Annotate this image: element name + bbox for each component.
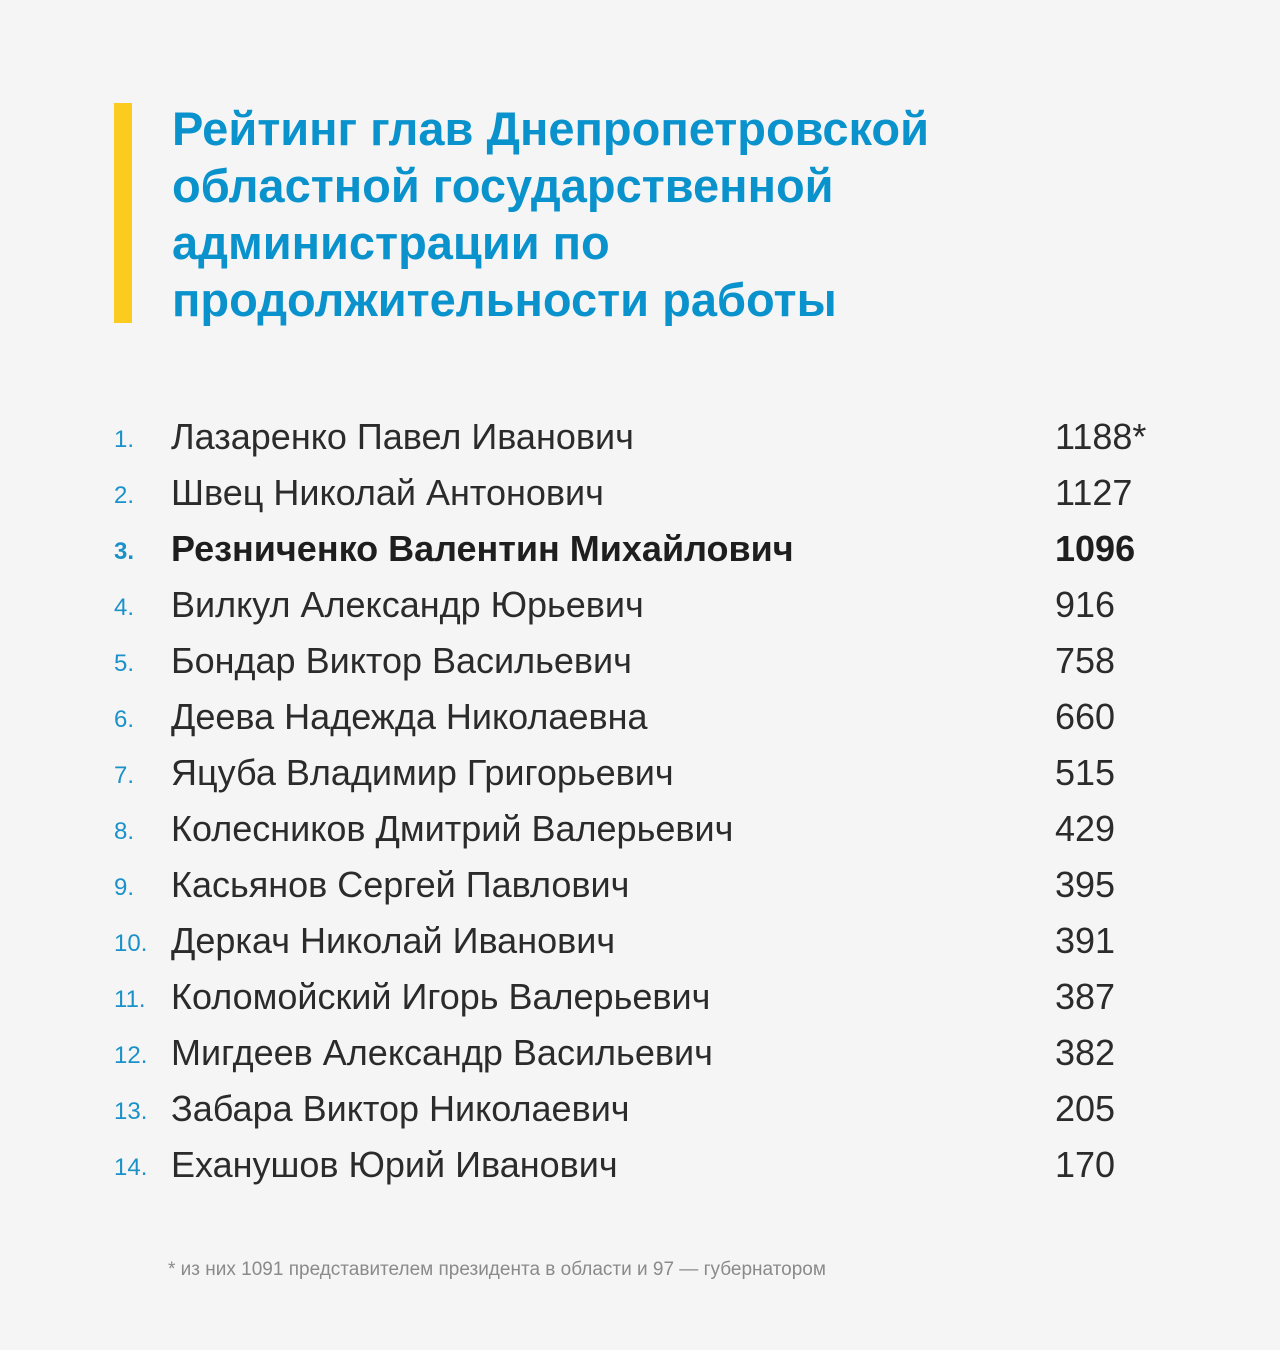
rank-number: 12. [114,1042,148,1069]
person-name: Вилкул Александр Юрьевич [171,584,644,625]
rank-number: 13. [114,1098,148,1125]
rank-number: 14. [114,1154,148,1181]
list-item: 10. Деркач Николай Иванович 391 [0,914,1280,970]
person-name: Еханушов Юрий Иванович [171,1144,618,1185]
list-item: 2. Швец Николай Антонович 1127 [0,466,1280,522]
days-value: 1127 [1055,472,1133,513]
page-title: Рейтинг глав Днепропетровской областной … [172,100,1172,328]
list-item: 6. Деева Надежда Николаевна 660 [0,690,1280,746]
person-name: Деева Надежда Николаевна [171,696,648,737]
rank-number: 4. [114,594,135,621]
person-name: Швец Николай Антонович [171,472,604,513]
person-name: Забара Виктор Николаевич [171,1088,630,1129]
person-name: Колесников Дмитрий Валерьевич [171,808,734,849]
list-item: 11. Коломойский Игорь Валерьевич 387 [0,970,1280,1026]
days-value: 391 [1055,920,1116,961]
rank-number: 9. [114,874,135,901]
list-item: 5. Бондар Виктор Васильевич 758 [0,634,1280,690]
title-line: Рейтинг глав Днепропетровской [172,102,930,155]
rank-number: 1. [114,426,135,453]
footnote: * из них 1091 представителем президента … [168,1259,826,1280]
rank-number: 2. [114,482,135,509]
list-item: 4. Вилкул Александр Юрьевич 916 [0,578,1280,634]
list-item: 8. Колесников Дмитрий Валерьевич 429 [0,802,1280,858]
rank-number: 6. [114,706,135,733]
rank-number: 7. [114,762,135,789]
rank-number: 3. [114,538,135,565]
list-item: 13. Забара Виктор Николаевич 205 [0,1082,1280,1138]
rank-number: 11. [114,986,146,1013]
person-name: Бондар Виктор Васильевич [171,640,632,681]
days-value: 515 [1055,752,1116,793]
person-name: Касьянов Сергей Павлович [171,864,630,905]
days-value: 429 [1055,808,1116,849]
days-value: 1188* [1055,416,1147,457]
person-name: Яцуба Владимир Григорьевич [171,752,674,793]
days-value: 170 [1055,1144,1116,1185]
days-value: 205 [1055,1088,1116,1129]
person-name: Мигдеев Александр Васильевич [171,1032,713,1073]
list-item: 12. Мигдеев Александр Васильевич 382 [0,1026,1280,1082]
title-line: администрации по [172,216,610,269]
title-line: продолжительности работы [172,273,837,326]
list-item: 9. Касьянов Сергей Павлович 395 [0,858,1280,914]
person-name: Деркач Николай Иванович [171,920,616,961]
days-value: 758 [1055,640,1116,681]
accent-bar [114,103,132,323]
days-value: 387 [1055,976,1116,1017]
rank-number: 8. [114,818,135,845]
days-value: 916 [1055,584,1116,625]
person-name: Лазаренко Павел Иванович [171,416,634,457]
person-name: Коломойский Игорь Валерьевич [171,976,711,1017]
days-value: 660 [1055,696,1116,737]
rank-number: 5. [114,650,135,677]
rating-list: 1. Лазаренко Павел Иванович 1188* 2. Швец Ни… [0,410,1280,1194]
title-line: областной государственной [172,159,834,212]
days-value: 395 [1055,864,1116,905]
person-name: Резниченко Валентин Михайлович [171,528,794,569]
days-value: 1096 [1055,528,1136,569]
list-item-highlighted: 3. Резниченко Валентин Михайлович 1096 [0,522,1280,578]
days-value: 382 [1055,1032,1116,1073]
list-item: 7. Яцуба Владимир Григорьевич 515 [0,746,1280,802]
rank-number: 10. [114,930,148,957]
list-item: 14. Еханушов Юрий Иванович 170 [0,1138,1280,1194]
list-item: 1. Лазаренко Павел Иванович 1188* [0,410,1280,466]
